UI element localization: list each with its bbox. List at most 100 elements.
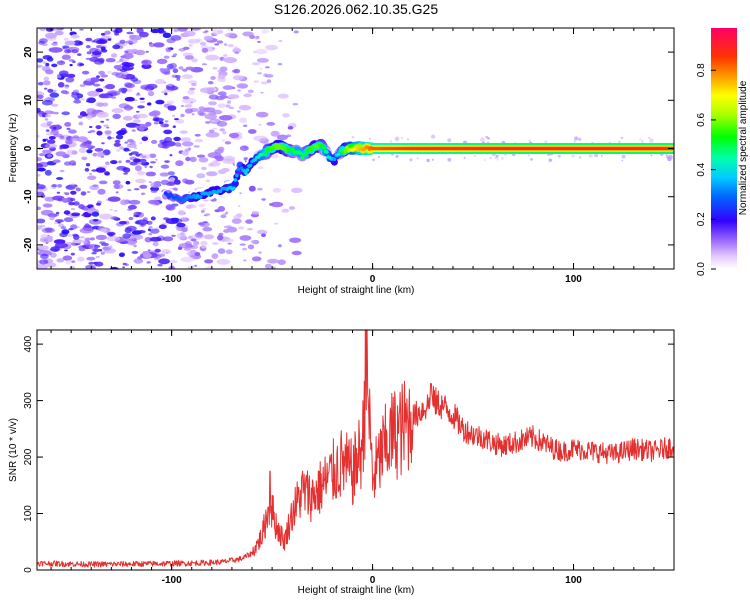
noise-speckle xyxy=(144,166,148,168)
noise-speckle xyxy=(173,53,178,56)
noise-speckle xyxy=(191,58,198,63)
noise-speckle xyxy=(51,63,58,68)
noise-speckle xyxy=(247,228,253,231)
noise-speckle xyxy=(100,120,105,123)
noise-speckle xyxy=(150,182,161,188)
noise-speckle xyxy=(175,160,184,167)
noise-speckle xyxy=(258,251,262,254)
noise-speckle xyxy=(78,247,86,252)
noise-speckle xyxy=(95,125,102,130)
noise-speckle xyxy=(71,212,81,217)
noise-speckle xyxy=(547,153,550,156)
noise-speckle xyxy=(90,266,96,269)
noise-speckle xyxy=(96,75,100,79)
noise-speckle xyxy=(225,211,229,215)
x-tick-label: -100 xyxy=(162,575,182,586)
noise-speckle xyxy=(89,77,100,83)
noise-speckle xyxy=(189,108,194,110)
noise-speckle xyxy=(87,97,96,104)
noise-speckle xyxy=(203,35,214,41)
noise-speckle xyxy=(200,240,208,246)
noise-speckle xyxy=(235,213,243,218)
noise-speckle xyxy=(46,262,57,268)
noise-speckle xyxy=(255,111,269,118)
noise-speckle xyxy=(142,171,146,175)
noise-speckle xyxy=(162,32,172,38)
noise-speckle xyxy=(56,191,61,194)
noise-speckle xyxy=(238,104,251,111)
noise-speckle xyxy=(201,47,209,53)
noise-speckle xyxy=(178,242,193,249)
noise-speckle xyxy=(243,124,248,128)
noise-speckle xyxy=(150,189,158,193)
noise-speckle xyxy=(483,159,486,162)
noise-speckle xyxy=(106,235,121,242)
noise-speckle xyxy=(57,184,62,188)
noise-speckle xyxy=(243,157,249,161)
noise-speckle xyxy=(108,233,114,237)
colorbar-ticks: 0.0 0.2 0.4 0.6 0.8 xyxy=(696,63,716,276)
noise-speckle xyxy=(124,96,135,102)
noise-speckle xyxy=(59,135,65,139)
noise-speckle xyxy=(225,249,233,255)
noise-speckle xyxy=(181,150,189,156)
noise-speckle xyxy=(133,244,137,248)
noise-speckle xyxy=(149,228,160,234)
noise-speckle xyxy=(54,242,68,249)
noise-speckle xyxy=(81,156,88,161)
noise-speckle xyxy=(289,237,302,243)
noise-speckle xyxy=(104,173,110,176)
spectrogram-xlabel: Height of straight line (km) xyxy=(298,285,415,296)
noise-speckle xyxy=(53,111,59,115)
noise-speckle xyxy=(187,235,193,240)
y-tick-label: 100 xyxy=(23,505,34,522)
noise-speckle xyxy=(527,154,530,157)
signal-mark xyxy=(233,178,238,182)
noise-speckle xyxy=(287,126,294,130)
noise-speckle xyxy=(198,203,206,208)
noise-speckle xyxy=(80,98,85,101)
noise-speckle xyxy=(204,259,214,264)
noise-speckle xyxy=(189,156,197,162)
noise-speckle xyxy=(158,121,164,124)
noise-speckle xyxy=(59,146,63,150)
noise-speckle xyxy=(261,198,266,201)
noise-speckle xyxy=(127,208,133,211)
noise-speckle xyxy=(76,62,84,67)
noise-speckle xyxy=(89,57,100,62)
noise-speckle xyxy=(56,258,65,263)
spectrogram-ylabel: Frequency (Hz) xyxy=(8,114,19,183)
noise-speckle xyxy=(649,138,654,143)
noise-speckle xyxy=(203,234,215,240)
noise-speckle xyxy=(110,53,118,58)
noise-speckle xyxy=(37,245,50,250)
noise-speckle xyxy=(426,158,430,163)
noise-speckle xyxy=(44,87,48,90)
noise-speckle xyxy=(68,228,74,231)
noise-speckle xyxy=(94,245,98,249)
noise-speckle xyxy=(172,114,175,117)
noise-speckle xyxy=(164,136,173,143)
noise-speckle xyxy=(124,49,136,55)
signal-mark xyxy=(300,155,305,160)
noise-speckle xyxy=(118,253,125,258)
noise-speckle xyxy=(101,142,105,145)
noise-speckle xyxy=(158,258,171,265)
noise-speckle xyxy=(70,197,76,202)
noise-speckle xyxy=(251,211,260,215)
noise-speckle xyxy=(217,235,224,241)
colorbar-tick-label: 0.0 xyxy=(696,262,707,276)
noise-speckle xyxy=(116,60,121,63)
noise-speckle xyxy=(98,180,108,185)
noise-speckle xyxy=(57,197,63,202)
noise-speckle xyxy=(530,158,533,161)
noise-speckle xyxy=(184,148,191,152)
noise-speckle xyxy=(588,153,593,158)
noise-speckle xyxy=(59,232,68,238)
noise-speckle xyxy=(142,251,149,255)
noise-speckle xyxy=(193,145,200,148)
colorbar-tick-label: 0.6 xyxy=(696,113,707,127)
noise-speckle xyxy=(217,29,224,34)
noise-speckle xyxy=(50,246,60,253)
noise-speckle xyxy=(229,106,234,109)
